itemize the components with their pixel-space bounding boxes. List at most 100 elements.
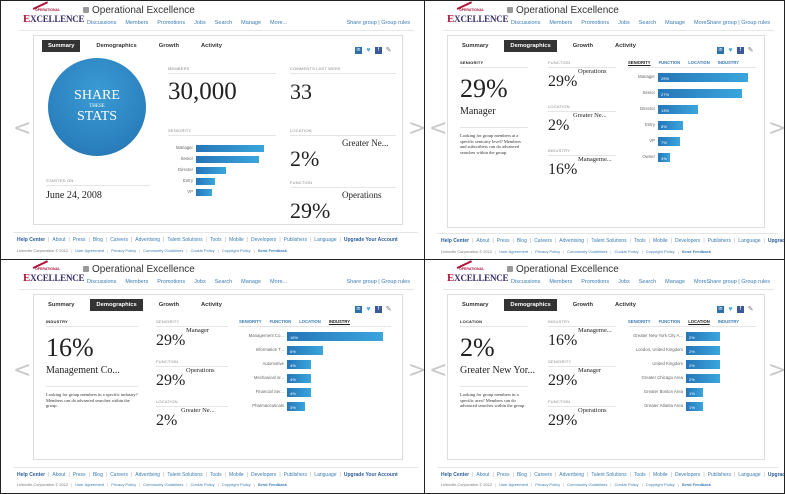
footer-link[interactable]: Press <box>72 472 86 478</box>
bar-fill[interactable] <box>196 178 215 185</box>
footer-link[interactable]: Publishers <box>283 237 307 243</box>
subtab-location[interactable]: LOCATION <box>299 319 321 324</box>
pencil-icon[interactable]: ✎ <box>385 47 392 55</box>
side-stat[interactable]: FUNCTION 29% Operations <box>548 399 616 430</box>
footer-link[interactable]: Tools <box>209 237 222 243</box>
nav-discussions[interactable]: Discussions <box>87 279 117 285</box>
footer-link[interactable]: Help Center <box>17 472 46 478</box>
nav-members[interactable]: Members <box>125 279 149 285</box>
footer-link[interactable]: Careers <box>110 472 128 478</box>
legal-link[interactable]: Cookie Policy <box>614 249 639 254</box>
footer-link[interactable]: Mobile <box>228 472 244 478</box>
footer-link[interactable]: Mobile <box>228 237 244 243</box>
subtab-location[interactable]: LOCATION <box>688 60 710 65</box>
legal-link[interactable]: Copyright Policy <box>221 482 251 487</box>
subtab-seniority[interactable]: SENIORITY <box>628 60 651 65</box>
side-stat[interactable]: LOCATION 2% Greater Ne... <box>548 104 616 135</box>
nav-discussions[interactable]: Discussions <box>87 20 117 26</box>
footer-link[interactable]: Careers <box>110 237 128 243</box>
nav-members[interactable]: Members <box>125 20 149 26</box>
nav-search[interactable]: Search <box>214 279 233 285</box>
pencil-icon[interactable]: ✎ <box>385 306 392 314</box>
footer-link[interactable]: Blog <box>92 237 103 243</box>
nav-search[interactable]: Search <box>638 20 657 26</box>
next-arrow[interactable]: > <box>408 116 425 141</box>
nav-more[interactable]: More... <box>270 20 288 26</box>
side-stat[interactable]: LOCATION 2% Greater Ne... <box>156 399 228 430</box>
nav-manage[interactable]: Manage <box>665 20 686 26</box>
legal-link[interactable]: Send Feedback <box>681 249 712 254</box>
legal-link[interactable]: Copyright Policy <box>645 249 675 254</box>
footer-link[interactable]: Tools <box>209 472 222 478</box>
footer-link[interactable]: Talent Solutions <box>167 237 203 243</box>
legal-link[interactable]: User Agreement <box>75 248 105 253</box>
footer-link[interactable]: Language <box>314 237 337 243</box>
tab-growth[interactable]: Growth <box>158 43 179 49</box>
nav-promotions[interactable]: Promotions <box>581 279 610 285</box>
nav-members[interactable]: Members <box>549 279 573 285</box>
legal-link[interactable]: Copyright Policy <box>221 248 251 253</box>
footer-link[interactable]: Mobile <box>652 472 668 478</box>
footer-link[interactable]: Help Center <box>17 237 46 243</box>
subtab-industry[interactable]: INDUSTRY <box>328 319 351 324</box>
footer-link[interactable]: Press <box>496 238 510 244</box>
side-stat[interactable]: FUNCTION 29% Operations <box>156 359 228 390</box>
footer-link[interactable]: Upgrade Your Account <box>343 472 398 478</box>
share-group-links[interactable]: Share group | Group rules <box>706 279 771 285</box>
legal-link[interactable]: User Agreement <box>75 482 105 487</box>
bar-fill[interactable] <box>196 156 260 163</box>
footer-link[interactable]: Careers <box>534 472 552 478</box>
subtab-location[interactable]: LOCATION <box>688 319 710 324</box>
footer-link[interactable]: Developers <box>675 472 701 478</box>
subtab-industry[interactable]: INDUSTRY <box>717 319 740 324</box>
nav-jobs[interactable]: Jobs <box>194 20 206 26</box>
footer-link[interactable]: Language <box>314 472 337 478</box>
legal-link[interactable]: Community Guidelines <box>143 482 184 487</box>
linkedin-icon[interactable]: in <box>355 306 362 314</box>
footer-link[interactable]: Upgrade Your Account <box>767 238 784 244</box>
pencil-icon[interactable]: ✎ <box>747 306 754 314</box>
tab-summary[interactable]: Summary <box>48 302 75 308</box>
group-logo[interactable]: OPERATIONAL EXCELLENCE <box>447 1 509 25</box>
legal-link[interactable]: Privacy Policy <box>535 249 561 254</box>
footer-link[interactable]: About <box>52 472 66 478</box>
nav-jobs[interactable]: Jobs <box>194 279 206 285</box>
footer-link[interactable]: About <box>52 237 66 243</box>
legal-link[interactable]: Copyright Policy <box>645 482 675 487</box>
footer-link[interactable]: Advertising <box>559 472 585 478</box>
share-group-links[interactable]: Share group | Group rules <box>346 279 411 285</box>
footer-link[interactable]: Publishers <box>283 472 307 478</box>
side-stat[interactable]: SENIORITY 29% Manager <box>548 359 616 390</box>
tab-demographics[interactable]: Demographics <box>96 43 137 49</box>
nav-more[interactable]: More... <box>694 279 712 285</box>
footer-link[interactable]: Blog <box>516 238 527 244</box>
nav-jobs[interactable]: Jobs <box>618 279 630 285</box>
tab-activity[interactable]: Activity <box>615 302 636 308</box>
next-arrow[interactable]: > <box>768 116 785 141</box>
pencil-icon[interactable]: ✎ <box>747 47 754 55</box>
nav-search[interactable]: Search <box>638 279 657 285</box>
twitter-icon[interactable]: ♥ <box>366 47 371 55</box>
bar-fill[interactable] <box>196 167 227 174</box>
legal-link[interactable]: Privacy Policy <box>535 482 561 487</box>
footer-link[interactable]: Developers <box>251 472 277 478</box>
twitter-icon[interactable]: ♥ <box>728 47 733 55</box>
bar-fill[interactable] <box>196 145 264 152</box>
footer-link[interactable]: Press <box>496 472 510 478</box>
tab-demographics[interactable]: Demographics <box>504 299 557 311</box>
legal-link[interactable]: User Agreement <box>499 482 529 487</box>
footer-link[interactable]: Advertising <box>559 238 585 244</box>
nav-promotions[interactable]: Promotions <box>157 279 186 285</box>
legal-link[interactable]: Send Feedback <box>257 482 288 487</box>
facebook-icon[interactable]: f <box>375 306 382 314</box>
tab-activity[interactable]: Activity <box>201 302 222 308</box>
footer-link[interactable]: Help Center <box>441 472 470 478</box>
tab-summary[interactable]: Summary <box>462 43 489 49</box>
nav-discussions[interactable]: Discussions <box>511 279 541 285</box>
nav-members[interactable]: Members <box>549 20 573 26</box>
nav-manage[interactable]: Manage <box>241 279 262 285</box>
legal-link[interactable]: Send Feedback <box>681 482 712 487</box>
linkedin-icon[interactable]: in <box>717 47 724 55</box>
footer-link[interactable]: About <box>476 472 490 478</box>
tab-demographics[interactable]: Demographics <box>504 40 557 52</box>
